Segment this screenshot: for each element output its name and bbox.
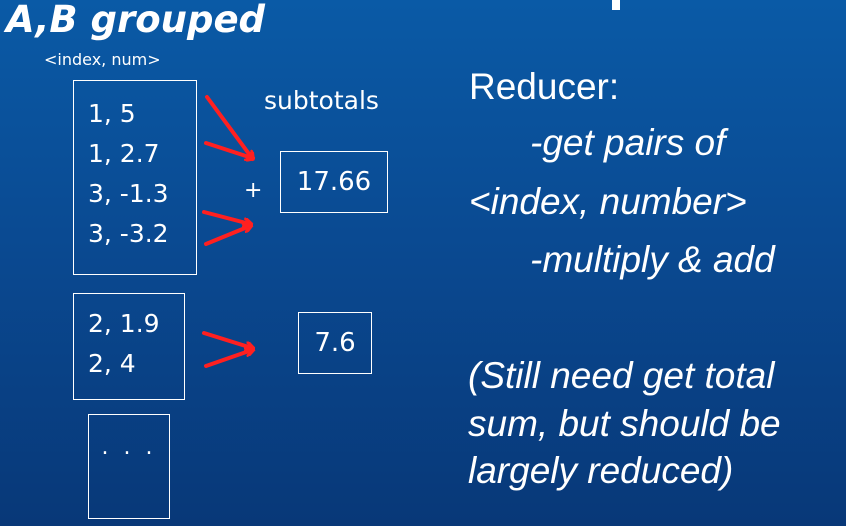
pair-row: 2, 1.9	[88, 309, 160, 338]
pair-group-box-1: 1, 5 1, 2.7 3, -1.3 3, -3.2	[73, 80, 197, 275]
subtotal-box-2: 7.6	[298, 312, 372, 374]
reducer-step: -get pairs of	[530, 122, 726, 163]
pair-row: 1, 2.7	[88, 139, 160, 168]
plus-sign: +	[244, 178, 263, 203]
note-line: (Still need get total	[468, 355, 775, 396]
pair-format-label: <index, num>	[44, 50, 161, 69]
pair-row: 1, 5	[88, 99, 136, 128]
subtotal-box-1: 17.66	[280, 151, 388, 213]
pair-group-box-3: . . .	[88, 414, 170, 519]
slide-title: A,B grouped	[6, 0, 266, 41]
reducer-heading: Reducer:	[469, 66, 620, 107]
arrow-line	[204, 350, 252, 368]
cropped-title-fragment	[612, 0, 620, 10]
note-line: largely reduced)	[468, 450, 734, 491]
reducer-step: -multiply & add	[530, 239, 775, 280]
pair-group-box-2: 2, 1.9 2, 4	[73, 293, 185, 400]
reducer-step: <index, number>	[469, 181, 747, 222]
note-line: sum, but should be	[468, 403, 781, 444]
subtotals-label: subtotals	[264, 86, 379, 115]
arrow-line	[205, 95, 252, 158]
pair-row: 3, -1.3	[88, 179, 169, 208]
arrow-line	[204, 226, 250, 246]
pair-row: 3, -3.2	[88, 219, 169, 248]
arrow-line	[204, 141, 252, 158]
arrow-line	[202, 331, 252, 348]
arrow-line	[202, 210, 250, 224]
pair-row: 2, 4	[88, 349, 136, 378]
ellipsis: . . .	[101, 435, 157, 460]
